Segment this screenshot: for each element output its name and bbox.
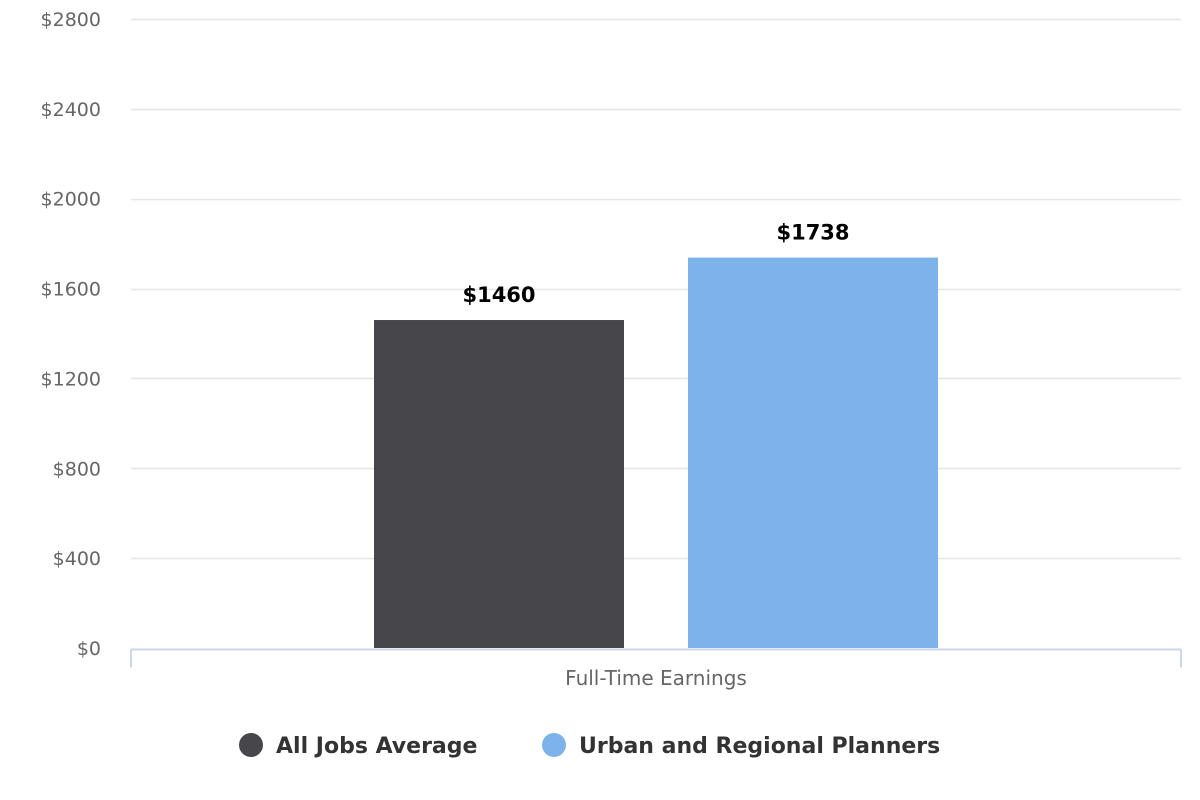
legend[interactable]: All Jobs Average Urban and Regional Plann… <box>239 733 940 759</box>
data-labels: $1460 $1738 <box>462 221 849 307</box>
y-tick-label: $400 <box>53 548 101 570</box>
y-tick-label: $1600 <box>41 279 101 301</box>
bar-urban-and-regional-planners[interactable] <box>688 257 938 648</box>
x-axis: Full-Time Earnings <box>130 648 1182 690</box>
legend-label: All Jobs Average <box>276 734 477 759</box>
y-tick-label: $2000 <box>41 189 101 211</box>
legend-item-all-jobs-average[interactable]: All Jobs Average <box>239 733 477 759</box>
y-tick-label: $2400 <box>41 99 101 121</box>
legend-marker-icon <box>239 733 263 757</box>
y-tick-label: $0 <box>77 638 101 660</box>
legend-marker-icon <box>542 733 566 757</box>
gridlines <box>131 18 1181 560</box>
legend-label: Urban and Regional Planners <box>579 734 940 759</box>
legend-item-urban-and-regional-planners[interactable]: Urban and Regional Planners <box>542 733 940 759</box>
y-tick-label: $1200 <box>41 368 101 390</box>
bars <box>374 257 938 648</box>
data-label: $1738 <box>776 221 849 245</box>
bar-all-jobs-average[interactable] <box>374 320 624 648</box>
y-tick-label: $2800 <box>41 9 101 31</box>
y-axis-labels: $0 $400 $800 $1200 $1600 $2000 $2400 $2800 <box>41 9 101 660</box>
data-label: $1460 <box>462 283 535 307</box>
x-category-label: Full-Time Earnings <box>565 666 747 690</box>
y-tick-label: $800 <box>53 458 101 480</box>
